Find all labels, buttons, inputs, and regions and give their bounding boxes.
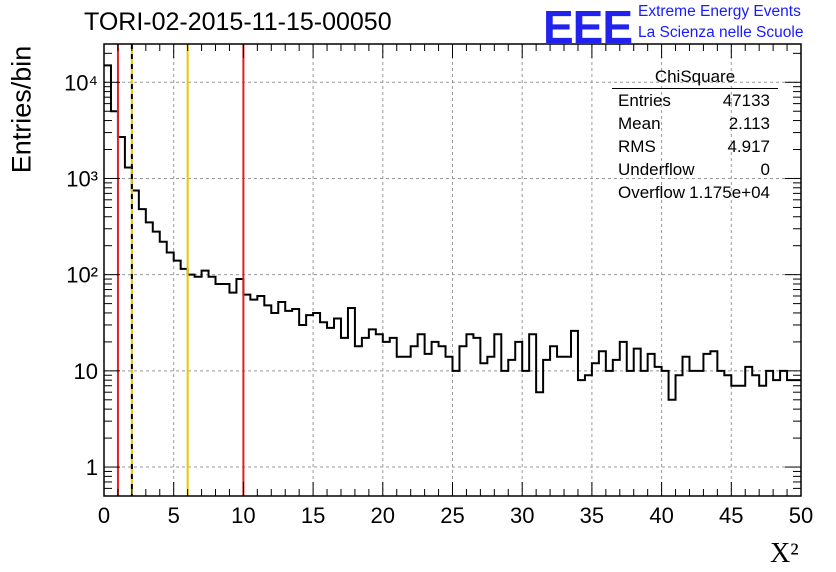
y-tick-label: 10³ [66, 166, 98, 191]
stats-value: 0 [760, 160, 770, 179]
x-tick-label: 45 [719, 503, 743, 528]
x-tick-label: 40 [649, 503, 673, 528]
stats-value: 4.917 [727, 137, 770, 156]
logo-line-2: La Scienza nelle Scuole [638, 24, 804, 41]
x-tick-label: 0 [98, 503, 110, 528]
stats-name: ChiSquare [612, 67, 778, 89]
chart-title: TORI-02-2015-11-15-00050 [84, 8, 392, 36]
y-tick-label: 10⁴ [64, 70, 98, 95]
stats-row-entries: Entries 47133 [610, 89, 778, 112]
x-tick-label: 25 [440, 503, 464, 528]
stats-label: Mean [618, 114, 661, 133]
stats-value: 2.113 [728, 114, 770, 133]
y-axis-label: Entries/bin [6, 45, 37, 174]
x-tick-label: 10 [231, 503, 255, 528]
stats-row-mean: Mean 2.113 [610, 112, 778, 135]
x-tick-label: 5 [168, 503, 180, 528]
y-tick-label: 10 [74, 359, 98, 384]
stats-label: Underflow [618, 160, 695, 179]
stats-row-underflow: Underflow 0 [610, 158, 778, 181]
stats-box: ChiSquare Entries 47133 Mean 2.113 RMS 4… [610, 67, 778, 204]
x-axis-label: X² [770, 538, 799, 569]
stats-label: Overflow [618, 183, 686, 202]
x-tick-label: 30 [510, 503, 534, 528]
x-tick-label: 50 [789, 503, 813, 528]
y-tick-label: 10² [66, 263, 98, 288]
y-tick-label: 1 [86, 455, 98, 480]
stats-row-rms: RMS 4.917 [610, 135, 778, 158]
stats-label: RMS [618, 137, 656, 156]
x-tick-label: 35 [580, 503, 604, 528]
stats-value: 1.175e+04 [689, 183, 770, 202]
x-tick-label: 15 [301, 503, 325, 528]
stats-value: 47133 [722, 91, 770, 110]
histogram-series [104, 64, 801, 401]
stats-row-overflow: Overflow 1.175e+04 [610, 181, 778, 204]
eee-logo: EEE [543, 1, 633, 53]
logo-line-1: Extreme Energy Events [638, 3, 801, 20]
x-tick-label: 20 [371, 503, 395, 528]
stats-label: Entries [618, 91, 671, 110]
